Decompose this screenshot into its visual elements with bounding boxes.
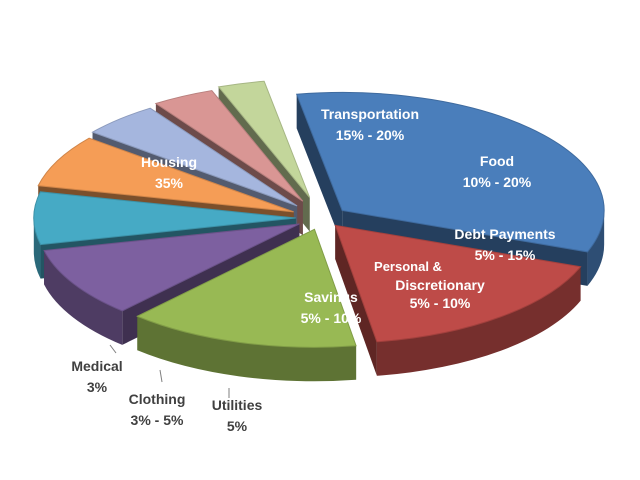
transportation-label: Transportation [321, 106, 419, 122]
slice-transportation-outer-wall [376, 266, 581, 376]
medical-value: 3% [87, 379, 108, 395]
slice-debt-payments-top [43, 223, 300, 312]
savings-label: Savings [304, 289, 358, 305]
slice-food [136, 228, 357, 382]
medical-leader-line [109, 344, 117, 354]
slice-housing-side-wall [296, 94, 343, 245]
food-label: Food [480, 153, 514, 169]
slice-savings-top [37, 137, 294, 213]
clothing-leader-line [159, 369, 163, 383]
slice-utilities-top [91, 107, 298, 207]
debt-payments-label: Debt Payments [454, 226, 555, 242]
slice-personal-discretionary-top [33, 191, 296, 246]
savings-value: 5% - 10% [301, 310, 362, 326]
leader-lines [109, 344, 230, 398]
medical-label: Medical [71, 358, 122, 374]
slice-clothing-top [154, 90, 304, 202]
personal-discretionary-label-line2: Discretionary [395, 277, 485, 293]
debt-payments-value: 5% - 15% [475, 247, 536, 263]
food-value: 10% - 20% [463, 174, 532, 190]
personal-discretionary-value: 5% - 10% [410, 295, 471, 311]
personal-discretionary-label-line1: Personal & [374, 259, 442, 274]
slice-labels: Housing 35% Transportation 15% - 20% Foo… [71, 106, 555, 434]
housing-value: 35% [155, 175, 184, 191]
slice-debt-payments-outer-wall [44, 250, 123, 345]
clothing-value: 3% - 5% [131, 412, 184, 428]
slice-transportation-side-wall [335, 225, 377, 376]
slice-transportation-top [334, 224, 582, 343]
slice-housing-top [295, 91, 605, 253]
utilities-label: Utilities [212, 397, 263, 413]
slice-medical-top [217, 80, 311, 198]
slice-transportation [334, 224, 582, 376]
slice-housing-outer-wall [587, 210, 605, 286]
slice-food-outer-wall [137, 316, 357, 382]
utilities-value: 5% [227, 418, 248, 434]
housing-label: Housing [141, 154, 197, 170]
slice-food-top [136, 228, 357, 348]
pie-slices [33, 80, 605, 382]
clothing-label: Clothing [129, 391, 186, 407]
transportation-value: 15% - 20% [336, 127, 405, 143]
